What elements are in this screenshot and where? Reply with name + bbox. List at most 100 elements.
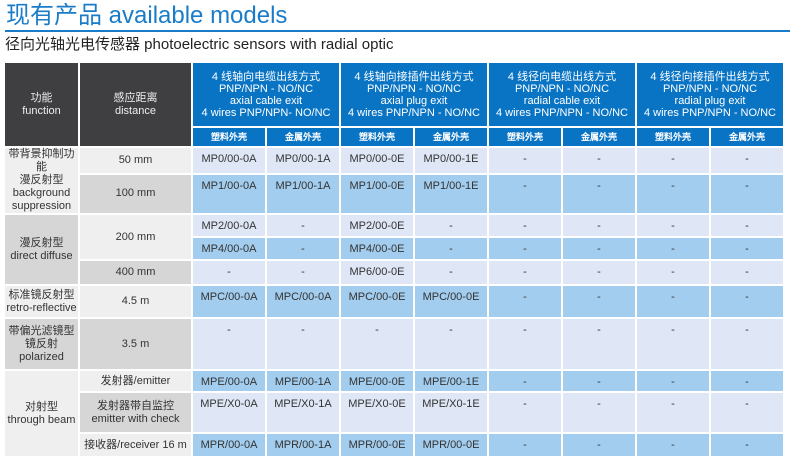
model-cell: - (711, 434, 783, 456)
cell-text: 4.5 m (121, 295, 150, 307)
cell-text: MP2/00-0A (201, 220, 257, 232)
cell-text: MP1/00-0E (349, 179, 405, 192)
model-cell: - (415, 319, 487, 369)
cell-text: - (597, 324, 601, 336)
cell-text: - (597, 153, 601, 165)
cell-text: radial cable exit (523, 94, 601, 107)
cell-text: PNP/NPN - NO/NC (662, 82, 758, 95)
model-cell: - (563, 174, 635, 213)
cell-text: MP4/00-0E (349, 243, 405, 255)
model-cell: - (193, 261, 265, 284)
model-cell: MP1/00-1A (267, 174, 339, 213)
plastic-housing-header: 塑料外壳 (193, 128, 265, 146)
cell-text: - (671, 220, 675, 232)
cell-text: 4 线轴向接插件出线方式 (354, 70, 474, 83)
cell-text: MP0/00-0A (201, 153, 257, 165)
cell-text: 漫反射型 (19, 174, 64, 186)
cell-text: 塑料外壳 (358, 131, 395, 142)
function-cell: 带偏光滤镜型 镜反射 polarized (5, 319, 78, 369)
model-cell: - (489, 148, 561, 173)
page-subtitle: 径向光轴光电传感器 photoelectric sensors with rad… (5, 36, 394, 53)
metal-housing-header: 金属外壳 (563, 128, 635, 146)
cell-text: MPE/X0-0A (200, 398, 258, 410)
model-cell: - (489, 371, 561, 391)
table-row: 对射型 through beam 发射器/emitter MPE/00-0A MPE/0… (5, 371, 783, 456)
model-cell: MP2/00-0A (193, 215, 265, 236)
plastic-housing-header: 塑料外壳 (637, 128, 709, 146)
cell-text: MP2/00-0E (349, 220, 405, 232)
model-cell: MPR/00-0A (193, 434, 265, 456)
model-cell: - (489, 319, 561, 369)
cell-text: PNP/NPN - NO/NC (514, 82, 610, 95)
cell-text: - (597, 398, 601, 410)
cell-text: - (745, 291, 749, 303)
cell-text: - (745, 266, 749, 278)
model-cell: - (193, 319, 265, 369)
table-row: 带背景抑制功能 漫反射型 background suppression 50 mm MP0… (5, 148, 783, 213)
cell-text: 4 wires PNP/NPN - NO/NC (495, 106, 629, 119)
cell-text: - (227, 324, 231, 336)
distance-cell: 50 mm (80, 148, 191, 173)
model-cell: - (415, 238, 487, 259)
cell-text: suppression (11, 200, 72, 212)
cell-text: 4 wires PNP/NPN - NO/NC (643, 106, 777, 119)
cell-text: - (523, 266, 527, 278)
model-cell: MPR/00-1A (267, 434, 339, 456)
cell-text: - (523, 398, 527, 410)
cell-text: retro-reflective (6, 301, 77, 314)
cell-text: 塑料外壳 (654, 131, 691, 142)
model-cell: - (711, 286, 783, 317)
group-header: 4 线轴向电缆出线方式 PNP/NPN - NO/NC axial cable ex… (193, 63, 339, 126)
model-cell: MP4/00-0E (341, 238, 413, 259)
model-cell: MPE/00-1A (267, 371, 339, 391)
cell-text: - (745, 398, 749, 410)
distance-cell: 100 mm (80, 174, 191, 213)
cell-text: - (523, 179, 527, 192)
cell-text: 100 mm (115, 187, 156, 200)
model-cell: - (563, 371, 635, 391)
model-cell: - (489, 238, 561, 259)
cell-text: 4 线轴向电缆出线方式 (211, 70, 321, 83)
cell-text: - (671, 243, 675, 255)
cell-text: emitter with check (91, 412, 180, 425)
cell-text: 金属外壳 (284, 131, 321, 142)
cell-text: 金属外壳 (728, 131, 765, 142)
table-row: 标准镜反射型 retro-reflective 4.5 m MPC/00-0A MPC/… (5, 286, 783, 317)
model-cell: MPE/X0-0A (193, 393, 265, 432)
model-cell: - (637, 393, 709, 432)
title-divider (5, 30, 790, 32)
cell-text: MPE/X0-0E (348, 398, 406, 410)
function-cell: 带背景抑制功能 漫反射型 background suppression (5, 148, 78, 213)
model-cell: MPE/00-0E (341, 371, 413, 391)
cell-text: MP1/00-1A (275, 179, 331, 192)
cell-text: - (597, 376, 601, 388)
distance-cell: 接收器/receiver 16 m (80, 434, 191, 456)
model-cell: - (489, 174, 561, 213)
page-title: 现有产品 available models (6, 2, 288, 29)
model-cell: - (637, 148, 709, 173)
cell-text: 接收器/receiver 16 m (84, 438, 187, 451)
function-cell: 漫反射型 direct diffuse (5, 215, 78, 284)
cell-text: - (597, 439, 601, 451)
model-cell: - (637, 174, 709, 213)
model-cell: - (563, 215, 635, 236)
distance-cell: 3.5 m (80, 319, 191, 369)
cell-text: MP0/00-1E (423, 153, 479, 165)
cell-text: - (449, 243, 453, 255)
model-cell: - (711, 215, 783, 236)
model-cell: - (563, 319, 635, 369)
metal-housing-header: 金属外壳 (711, 128, 783, 146)
model-cell: MP0/00-1A (267, 148, 339, 173)
cell-text: - (523, 220, 527, 232)
model-cell: - (489, 393, 561, 432)
cell-text: 塑料外壳 (210, 131, 247, 142)
cell-text: - (597, 220, 601, 232)
cell-text: - (523, 439, 527, 451)
cell-text: radial plug exit (674, 94, 746, 107)
cell-text: MP0/00-1A (275, 153, 331, 165)
distance-cell: 400 mm (80, 261, 191, 284)
cell-text: MP1/00-1E (423, 179, 479, 192)
model-cell: - (637, 215, 709, 236)
table-row: MP4/00-0A - MP4/00-0E - - - - - (5, 238, 783, 259)
cell-text: - (301, 324, 305, 336)
